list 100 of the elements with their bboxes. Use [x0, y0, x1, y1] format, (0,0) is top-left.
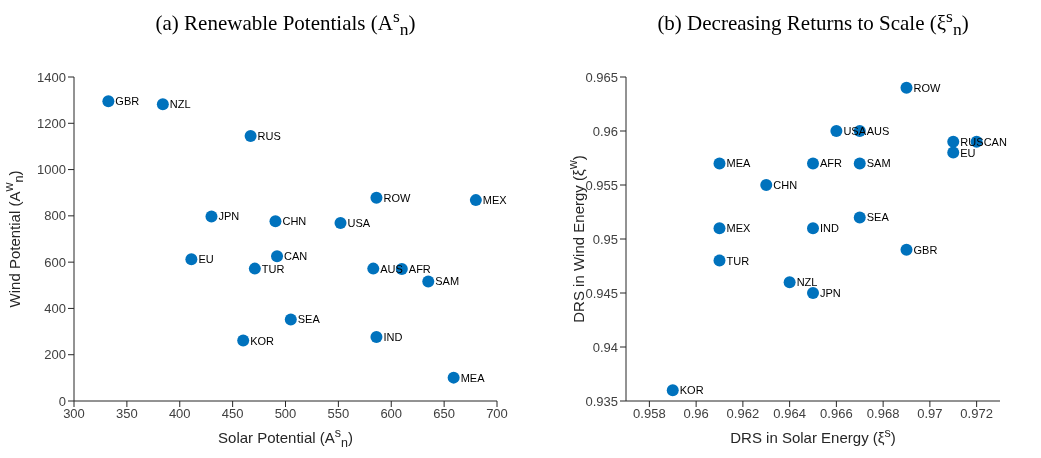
- x-tick-label: 0.968: [866, 406, 900, 422]
- y-tick-label: 200: [44, 347, 66, 363]
- x-tick-label: 600: [380, 406, 403, 422]
- y-tick-label: 800: [44, 208, 66, 224]
- annotation: GBR: [913, 243, 938, 256]
- point: [248, 262, 261, 275]
- point: [853, 157, 866, 170]
- point: [271, 250, 284, 263]
- point: [713, 254, 726, 267]
- point: [783, 276, 796, 289]
- y-tick-label: 400: [44, 301, 66, 317]
- annotation: JPN: [820, 286, 841, 299]
- point: [367, 262, 380, 275]
- point: [156, 98, 169, 111]
- point: [370, 191, 383, 204]
- annotation: SEA: [866, 211, 890, 224]
- y-tick-label: 0.965: [585, 69, 618, 85]
- point: [237, 334, 250, 347]
- y-tick-label: 0.935: [585, 393, 618, 409]
- point: [370, 330, 383, 343]
- point: [185, 253, 198, 266]
- y-tick-label: 0: [58, 393, 66, 409]
- annotation: MEA: [726, 157, 751, 170]
- point: [205, 210, 218, 223]
- x-tick-label: 650: [433, 406, 455, 422]
- x-tick-label: 350: [116, 406, 138, 422]
- annotation: JPN: [218, 210, 240, 223]
- point: [713, 157, 726, 170]
- point: [760, 179, 773, 191]
- annotation: KOR: [250, 334, 275, 347]
- annotation: USA: [347, 216, 371, 229]
- x-tick-label: 0.97: [917, 406, 943, 422]
- annotation: ROW: [913, 81, 941, 94]
- annotation: SAM: [866, 157, 891, 170]
- point: [900, 243, 913, 256]
- y-tick-label: 600: [44, 254, 66, 270]
- x-tick-label: 700: [486, 406, 508, 422]
- point: [269, 215, 282, 228]
- x-tick-label: 0.972: [960, 406, 993, 422]
- annotation: GBR: [115, 95, 140, 108]
- point: [102, 95, 115, 108]
- annotation: MEX: [482, 194, 508, 207]
- annotation: CAN: [983, 135, 1007, 148]
- point: [807, 157, 819, 170]
- x-axis-title: Solar Potential (A$^{s}$$_{n}$): [217, 426, 354, 450]
- annotation: SAM: [435, 275, 460, 288]
- y-tick-label: 0.945: [585, 285, 618, 301]
- x-tick-label: 300: [63, 406, 85, 422]
- point: [422, 275, 435, 288]
- annotation: KOR: [679, 384, 704, 397]
- x-axis-title: DRS in Solar Energy (ξ$^{s}$): [729, 426, 897, 446]
- y-tick-label: 0.96: [592, 123, 618, 139]
- annotation: AFR: [408, 262, 431, 275]
- x-tick-label: 400: [168, 406, 191, 422]
- y-tick-label: 1000: [37, 162, 66, 178]
- annotation: ROW: [383, 191, 411, 204]
- y-tick-label: 1400: [37, 69, 66, 85]
- annotation: IND: [820, 222, 839, 235]
- x-tick-label: 0.964: [773, 406, 806, 422]
- x-tick-label: 0.966: [820, 406, 853, 422]
- point: [853, 211, 866, 224]
- point: [947, 135, 960, 148]
- annotation: MEA: [460, 371, 486, 384]
- point: [807, 222, 819, 235]
- x-tick-label: 550: [327, 406, 350, 422]
- y-tick-label: 0.94: [592, 339, 618, 355]
- annotation: CHN: [282, 215, 307, 228]
- annotation: CAN: [284, 250, 308, 263]
- y-tick-label: 1200: [37, 115, 66, 131]
- annotation: EU: [198, 253, 214, 266]
- x-tick-label: 0.958: [633, 406, 666, 422]
- point: [244, 130, 257, 143]
- annotation: NZL: [169, 98, 191, 111]
- chart-title: (b) Decreasing Returns to Scale (ξ$^{s}$$_{n}$): [656, 6, 970, 41]
- annotation: EU: [960, 146, 976, 159]
- point: [666, 384, 679, 397]
- point: [900, 81, 913, 94]
- annotation: NZL: [796, 276, 818, 289]
- point: [284, 313, 297, 326]
- annotation: AFR: [820, 157, 843, 170]
- chart-title: (a) Renewable Potentials (A$^{s}$$_{n}$): [154, 6, 417, 41]
- annotation: TUR: [726, 254, 750, 267]
- annotation: RUS: [257, 129, 281, 142]
- annotation: AUS: [866, 124, 890, 137]
- point: [947, 146, 960, 159]
- annotation: IND: [383, 330, 403, 343]
- x-tick-label: 450: [221, 406, 244, 422]
- point: [469, 194, 482, 207]
- point: [334, 217, 347, 230]
- point: [807, 287, 819, 299]
- annotation: SEA: [297, 313, 321, 326]
- annotation: TUR: [261, 262, 285, 275]
- point: [713, 222, 726, 235]
- point: [447, 371, 460, 384]
- annotation: CHN: [773, 178, 798, 191]
- annotation: MEX: [726, 222, 751, 235]
- x-tick-label: 0.962: [726, 406, 760, 422]
- x-tick-label: 0.96: [683, 406, 709, 422]
- point: [830, 125, 843, 137]
- y-tick-label: 0.95: [592, 231, 618, 247]
